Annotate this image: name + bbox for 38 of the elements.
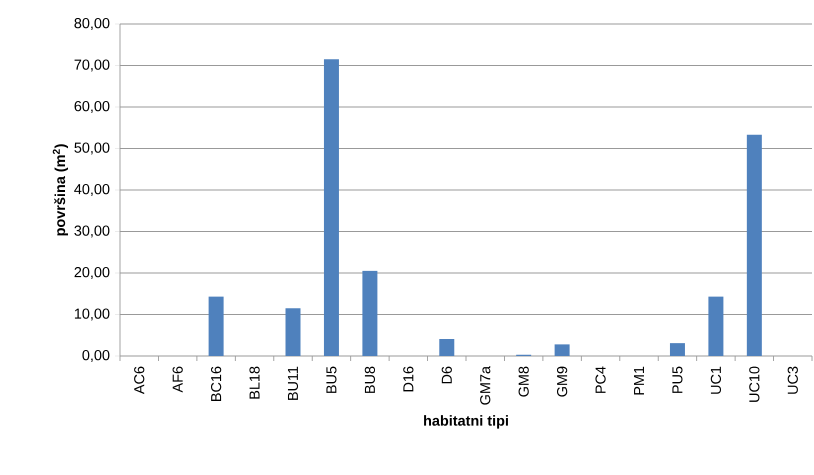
x-tick-label: BU5 [326,366,336,393]
bar [208,296,224,356]
y-axis-title: površina (m$^{2}$) [52,144,68,236]
x-tick-label: UC10 [749,366,760,402]
y-tick-label: 10,00 [74,308,110,320]
x-tick-label: UC1 [710,366,722,394]
bar [554,344,570,356]
x-tick-label: UC3 [788,366,798,394]
x-tick-label: BU11 [288,366,298,400]
x-tick-label: BL18 [249,366,260,399]
bar [746,134,762,356]
x-tick-label: BC16 [210,366,222,401]
y-tick-label: 40,00 [74,184,110,196]
y-tick-label: 50,00 [74,142,110,154]
bar [286,308,301,356]
bar [362,270,378,356]
x-tick-label: PC4 [595,366,606,393]
x-axis-title: habitatni tipi [424,415,508,429]
y-tick-label: 70,00 [74,60,110,72]
x-tick-label: PU5 [672,366,682,393]
x-tick-label: GM7a [480,366,490,405]
bar [670,343,685,356]
y-tick-label: 60,00 [74,101,110,113]
x-tick-label: GM9 [556,366,568,397]
x-tick-label: PM1 [634,366,644,395]
x-tick-label: AC6 [134,366,144,394]
y-tick-label: 30,00 [74,226,110,238]
x-tick-label: D6 [442,366,452,384]
y-tick-label: 20,00 [74,267,110,279]
x-tick-label: AF6 [172,366,183,392]
x-tick-label: BU8 [364,366,376,393]
x-tick-label: GM8 [518,366,529,397]
y-tick-label: 0,00 [82,350,110,362]
x-tick-label: D16 [403,366,414,392]
y-tick-label: 80,00 [74,18,110,30]
bar [439,338,454,356]
bar [708,296,724,356]
bar [324,59,339,356]
